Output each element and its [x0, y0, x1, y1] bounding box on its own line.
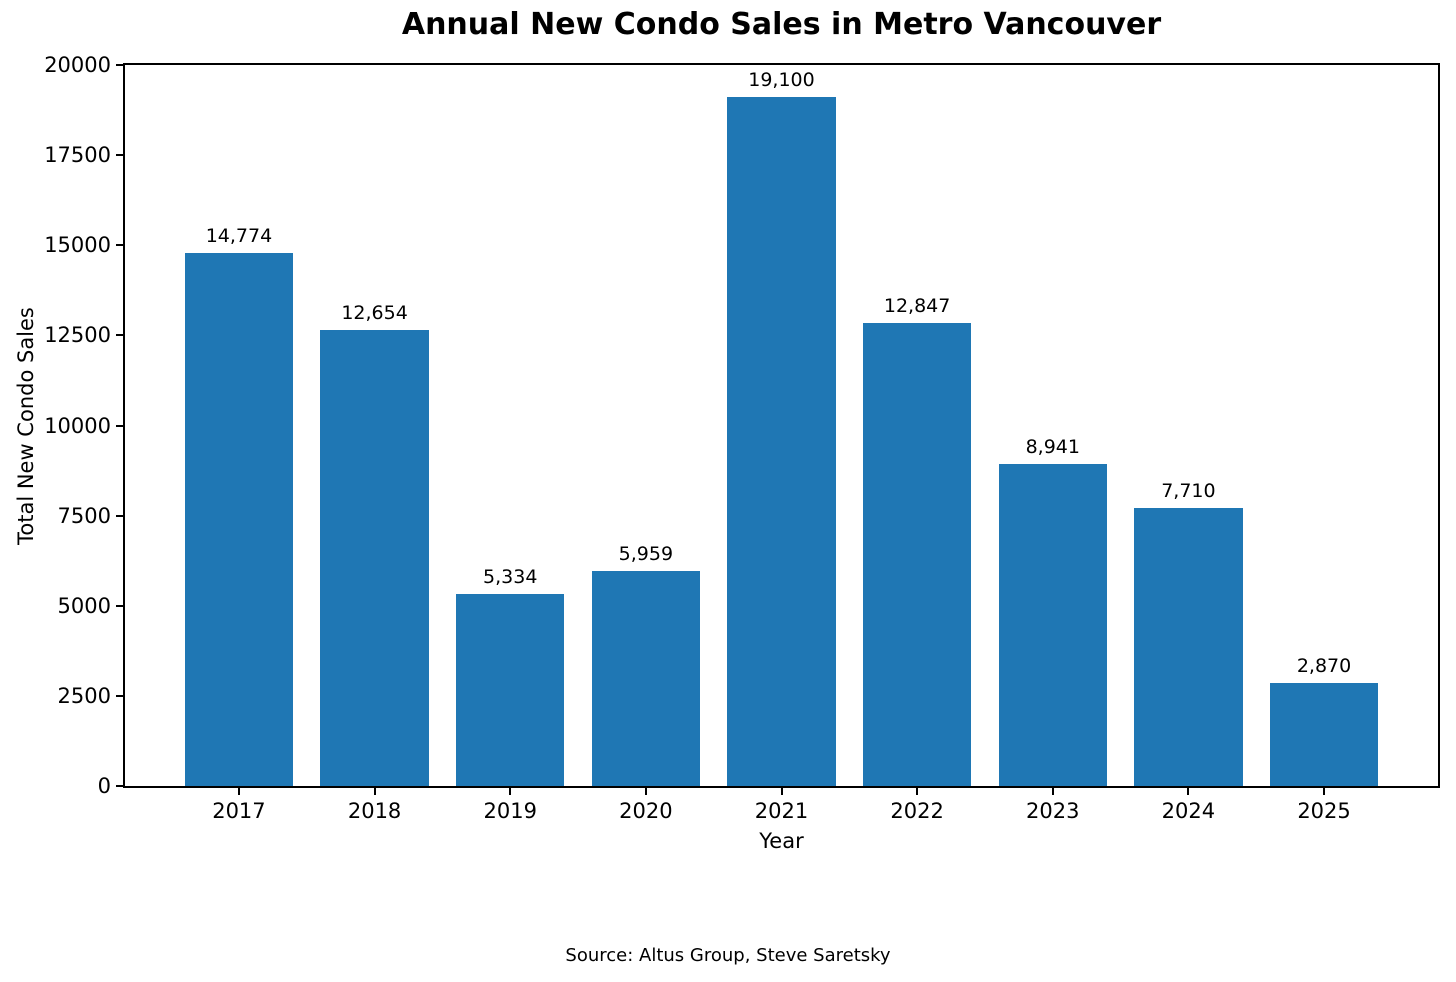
x-tick: [1051, 788, 1054, 795]
bar-2017: [184, 253, 294, 786]
y-tick: [116, 244, 123, 247]
x-tick: [916, 788, 919, 795]
bar-value-label: 5,959: [618, 543, 674, 566]
bar-2018: [320, 329, 429, 786]
bar-2020: [591, 571, 701, 786]
y-tick: [116, 334, 123, 337]
y-tick-label: 15000: [44, 233, 111, 258]
x-tick-label: 2018: [347, 799, 402, 823]
x-tick: [780, 788, 783, 795]
x-tick: [1323, 788, 1326, 795]
y-tick-label: 10000: [44, 413, 111, 438]
y-tick-label: 5000: [57, 593, 111, 618]
bar-value-label: 8,941: [1025, 435, 1080, 458]
y-tick: [116, 424, 123, 427]
x-tick-label: 2023: [1026, 799, 1080, 823]
x-tick-label: 2022: [890, 799, 944, 823]
y-tick: [116, 154, 123, 157]
x-tick-label: 2019: [483, 799, 537, 823]
y-tick-label: 2500: [57, 683, 111, 708]
y-tick: [116, 64, 123, 66]
y-tick-label: 20000: [44, 53, 111, 77]
bar-value-label: 12,847: [883, 294, 951, 317]
x-tick-label: 2021: [754, 799, 809, 823]
y-tick: [116, 514, 123, 517]
y-axis-label: Total New Condo Sales: [14, 307, 38, 545]
bar-value-label: 12,654: [341, 301, 408, 324]
bar-value-label: 5,334: [483, 565, 538, 588]
bar-2021: [727, 97, 836, 786]
bar-value-label: 7,710: [1161, 480, 1216, 503]
y-tick-label: 0: [97, 774, 111, 798]
bar-2019: [455, 593, 565, 786]
x-tick-label: 2024: [1161, 799, 1216, 823]
y-tick: [116, 694, 123, 697]
x-tick: [644, 788, 647, 795]
x-tick: [1187, 788, 1190, 795]
y-tick: [116, 785, 123, 787]
bar-value-label: 19,100: [748, 69, 815, 92]
x-tick: [509, 788, 512, 795]
bar-2024: [1134, 508, 1243, 786]
y-tick-label: 7500: [57, 503, 111, 528]
bar-value-label: 14,774: [205, 225, 273, 248]
x-tick-label: 2025: [1297, 799, 1351, 823]
bar-2022: [862, 322, 972, 786]
bar-2025: [1269, 682, 1379, 786]
x-tick: [373, 788, 376, 795]
x-tick: [237, 788, 240, 795]
plot-area: 0 2500 5000 7500 10000 12500 15000 17500 20000 14…: [44, 53, 1440, 823]
chart-title: Annual New Condo Sales in Metro Vancouve…: [401, 7, 1162, 42]
x-tick-label: 2017: [212, 799, 266, 823]
y-tick-label: 12500: [44, 323, 111, 348]
x-axis-label: Year: [759, 829, 804, 853]
source-caption: Source: Altus Group, Steve Saretsky: [565, 945, 891, 966]
y-tick: [116, 604, 123, 607]
bar-2023: [998, 463, 1108, 786]
bar-value-label: 2,870: [1296, 654, 1352, 677]
x-tick-label: 2020: [619, 799, 673, 823]
y-tick-label: 17500: [44, 143, 111, 168]
